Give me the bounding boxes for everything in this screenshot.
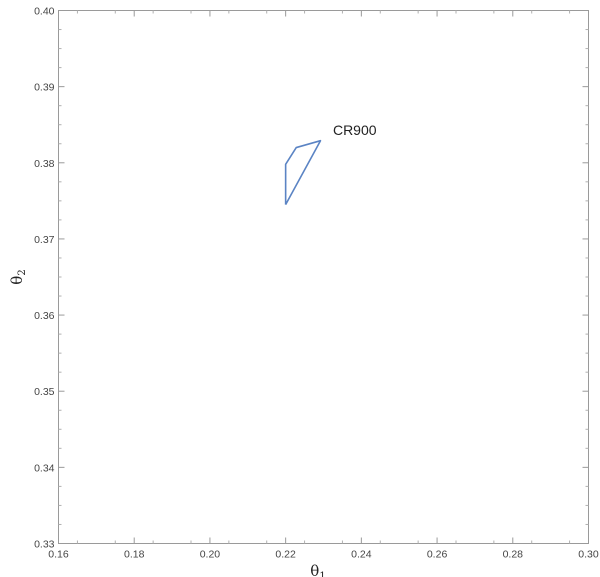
series-line-cr900 [284, 139, 322, 206]
x-ticks: 0.16 0.18 0.20 0.22 0.24 0.26 0.28 0.30 [48, 10, 599, 561]
y-axis-title-text: θ [8, 276, 26, 285]
x-tick-label: 0.18 [124, 549, 145, 561]
x-tick-label: 0.24 [351, 549, 372, 561]
y-tick-label: 0.34 [34, 462, 55, 474]
y-tick-label: 0.38 [34, 158, 55, 170]
series-layer [284, 139, 322, 206]
y-axis-title: θ2 [8, 269, 28, 284]
x-tick-label: 0.28 [503, 549, 524, 561]
annotation-layer: CR900 [333, 122, 377, 138]
y-tick-label: 0.37 [34, 234, 55, 246]
x-tick-label: 0.22 [275, 549, 296, 561]
y-tick-label: 0.39 [34, 82, 55, 94]
x-tick-label: 0.30 [578, 549, 599, 561]
y-axis-title-subscript: 2 [17, 269, 28, 275]
plot-frame [58, 10, 589, 544]
x-tick-label: 0.16 [48, 549, 69, 561]
annotation-label: CR900 [333, 122, 377, 138]
x-axis-title-subscript: 1 [319, 571, 325, 577]
y-tick-label: 0.33 [34, 539, 55, 551]
x-axis-title: θ1 [310, 562, 325, 577]
y-tick-label: 0.40 [34, 6, 55, 18]
x-tick-label: 0.26 [427, 549, 448, 561]
y-ticks: 0.33 0.34 0.35 0.36 0.37 0.38 0.39 0.40 [34, 6, 589, 551]
x-axis-title-text: θ [310, 562, 319, 577]
x-tick-label: 0.20 [200, 549, 221, 561]
y-tick-label: 0.36 [34, 310, 55, 322]
y-tick-label: 0.35 [34, 386, 55, 398]
